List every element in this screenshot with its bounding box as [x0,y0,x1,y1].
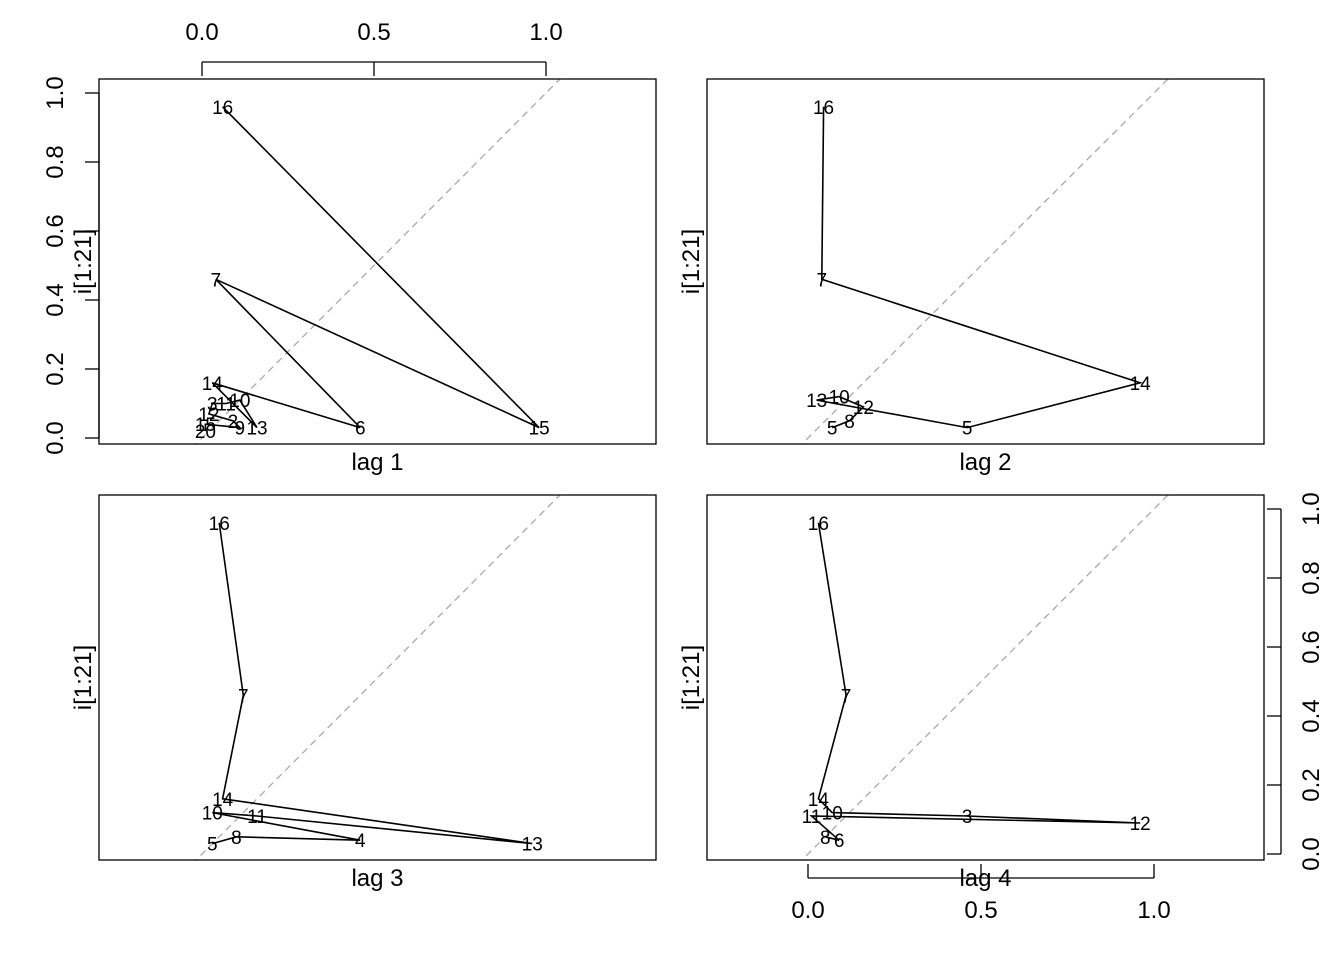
x-tick-label: 0.0 [791,897,824,924]
panel-data-area [195,79,561,444]
identity-diagonal-line [195,495,561,860]
point-label: 9 [235,419,246,440]
point-label: 13 [246,419,267,440]
top-x-axis: 0.0 0.5 1.0 [185,19,563,76]
lag-series-path [204,106,540,432]
point-label: 16 [808,514,829,535]
y-tick-label: 0.0 [1298,837,1325,870]
point-label: 16 [209,514,230,535]
y-axis-label: i[1:21] [70,229,97,294]
point-label: 7 [238,686,249,707]
x-tick-label: 0.5 [357,19,390,46]
point-label: 7 [817,270,828,291]
point-label: 14 [808,790,830,811]
y-tick-label: 0.2 [1298,768,1325,801]
y-axis-label: i[1:21] [678,645,705,710]
y-tick-label: 0.4 [42,283,69,316]
y-tick-label: 0.2 [42,352,69,385]
point-label: 4 [355,831,366,852]
point-label: 10 [829,388,850,409]
panel-frame [706,494,1265,861]
point-label: 13 [806,391,827,412]
point-label: 14 [1130,374,1152,395]
point-label: 8 [231,828,242,849]
bottom-x-axis: 0.0 0.5 1.0 [791,864,1171,924]
x-axis-label: lag 2 [959,449,1011,476]
point-label: 15 [529,419,550,440]
point-label: 11 [247,807,267,828]
point-label: 12 [1130,814,1151,835]
point-label: 14 [202,374,224,395]
identity-diagonal-line [801,495,1169,860]
point-label: 13 [522,835,543,856]
point-label: 5 [827,419,838,440]
point-label: 10 [202,804,223,825]
y-tick-label: 0.8 [42,145,69,178]
lag-series-path [816,106,1144,429]
point-label: 16 [212,98,233,119]
y-tick-label: 1.0 [42,76,69,109]
point-label: 3 [962,807,973,828]
point-label: 5 [207,835,218,856]
x-tick-label: 1.0 [1137,897,1170,924]
point-label: 12 [853,398,874,419]
y-tick-label: 0.0 [42,421,69,454]
x-tick-label: 0.0 [185,19,218,46]
x-tick-label: 1.0 [529,19,562,46]
point-label: 11 [216,395,236,416]
identity-diagonal-line [801,79,1169,444]
point-label: 16 [813,98,834,119]
point-label: 10 [822,804,843,825]
point-label: 7 [841,686,852,707]
point-label: 5 [962,419,973,440]
left-y-axis: 0.0 0.2 0.4 0.6 0.8 1.0 [42,76,100,455]
point-label: 6 [355,419,366,440]
panel-frame [98,494,657,861]
point-label: 3 [207,395,218,416]
y-tick-label: 0.8 [1298,561,1325,594]
point-label: 20 [195,422,216,443]
y-tick-label: 0.6 [42,214,69,247]
y-tick-label: 1.0 [1298,492,1325,525]
y-axis-label: i[1:21] [678,229,705,294]
lag-panel-3: 16 7 14 13 11 10 4 85 lag 3 i[1:21] [70,494,657,892]
identity-diagonal-line [195,79,561,444]
point-label: 11 [802,807,822,828]
right-y-axis: 0.0 0.2 0.4 0.6 0.8 1.0 [1267,492,1325,871]
x-axis-label: lag 3 [351,865,403,892]
lag-series-path [809,522,1141,841]
x-tick-label: 0.5 [964,897,997,924]
panel-frame [706,78,1265,445]
y-tick-label: 0.6 [1298,630,1325,663]
y-tick-label: 0.4 [1298,699,1325,732]
y-axis-label: i[1:21] [70,645,97,710]
lag-series-path [212,522,533,845]
point-label: 8 [820,828,831,849]
point-label: 8 [844,412,855,433]
x-axis-label: lag 1 [351,449,403,476]
point-label: 7 [210,270,221,291]
point-label: 10 [229,391,250,412]
panel-data-area [801,79,1169,444]
panel-data-area [195,495,561,860]
point-label: 6 [834,831,845,852]
panel-frame [98,78,657,445]
point-label: 14 [212,790,234,811]
panel-data-area [801,495,1169,860]
point-label: 12 [198,405,219,426]
point-label: 2 [228,412,239,433]
point-label: 15 [195,415,216,436]
